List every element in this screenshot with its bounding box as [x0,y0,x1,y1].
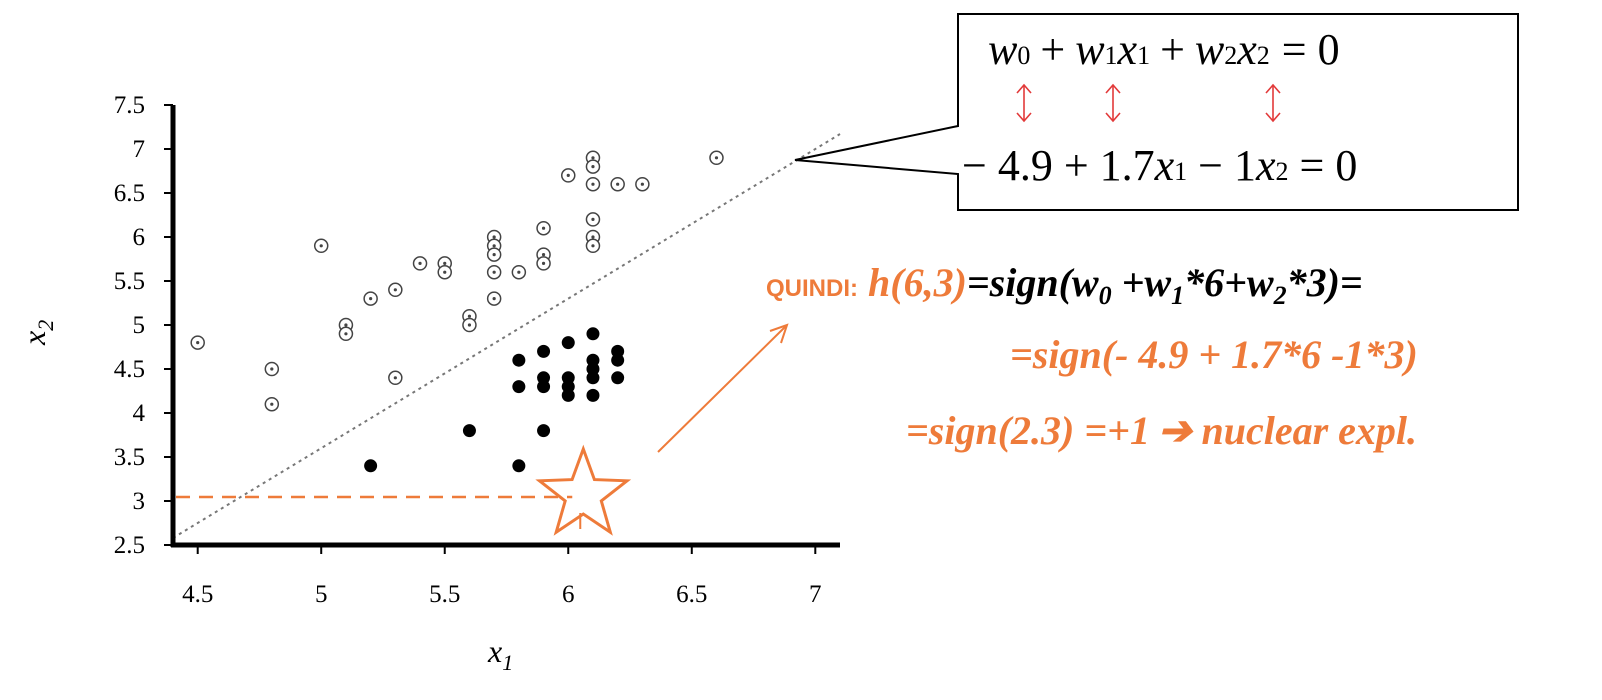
equation-row-values: − 4.9 + 1.7x1 − 1x2 = 0 [962,141,1357,190]
open-data-point-center [714,156,719,160]
x-axis-title: x1 [487,633,513,675]
x-tick-label: 7 [809,581,822,608]
open-data-point-center [196,341,200,345]
filled-data-point [611,353,625,367]
filled-data-point [512,353,526,367]
x-tick-label: 6.5 [676,581,707,608]
x-tick-label: 5 [315,581,328,608]
open-data-point-center [541,226,546,230]
y-tick-label: 5.5 [114,268,145,295]
open-data-point-center [443,270,447,274]
y-tick-label: 6 [133,224,146,251]
y-tick-label: 4.5 [114,356,145,383]
pointer-arrowhead [769,323,789,344]
y-tick-label: 6.5 [114,180,145,207]
filled-data-point [512,459,526,473]
filled-data-point [537,424,551,438]
filled-data-point [611,371,625,385]
filled-data-point [512,380,526,394]
y-tick-label: 3.5 [114,444,145,471]
y-tick-label: 7.5 [114,92,145,119]
computation-line-2: =sign(- 4.9 + 1.7*6 -1*3) [1010,332,1418,377]
open-data-point-center [566,173,570,177]
computation-line-3: =sign(2.3) =+1 ➔ nuclear expl. [906,408,1417,453]
equation-row-general: w0 + w1x1 + w2x2 = 0 [988,25,1340,74]
open-data-point-center [492,235,496,239]
open-data-point-center [591,165,595,169]
open-data-point-center [443,261,447,265]
open-data-point-center [270,367,274,371]
open-data-point-center [591,235,595,239]
x-tick-label: 6 [562,581,575,608]
open-data-point-center [369,297,373,301]
filled-data-point [537,380,551,394]
equation-callout-box [794,13,1519,211]
open-data-point-center [270,402,274,406]
open-data-point-center [344,323,348,327]
x-tick-label: 5.5 [429,581,460,608]
query-point-star [535,444,632,536]
open-data-point-center [591,244,595,248]
filled-data-point [586,388,600,402]
filled-data-point [364,459,378,473]
y-tick-label: 7 [133,136,146,163]
filled-data-point [537,344,551,358]
pointer-arrow [657,325,787,453]
x-tick-label: 4.5 [182,581,213,608]
filled-data-point [586,371,600,385]
filled-data-point [462,424,476,438]
open-data-point-center [467,323,472,327]
decision-boundary-line [172,133,841,539]
open-data-point-center [591,182,595,186]
correspondence-arrow-w2 [1265,83,1281,123]
x-ticks: 4.5 5 5.5 6 6.5 7 [182,545,822,608]
filled-data-point [561,336,575,350]
correspondence-arrow-w1 [1105,83,1121,123]
open-data-point-center [591,156,595,160]
open-data-point-center [541,253,546,257]
filled-data-point [561,388,575,402]
y-tick-label: 5 [133,312,146,339]
open-data-point-center [319,244,323,248]
data-points [190,150,724,473]
open-data-point-center [418,261,422,265]
y-tick-label: 4 [133,400,146,427]
open-data-point-center [616,182,620,186]
computation-line-1: QUINDI: h(6,3)=sign(w0 +w1*6+w2*3)= [766,260,1363,310]
open-data-point-center [467,314,472,318]
correspondence-arrow-w0 [1016,83,1032,123]
y-ticks: 2.5 3 3.5 4 4.5 5 5.5 6 6.5 7 7.5 [114,92,173,559]
open-data-point-center [492,253,496,257]
open-data-point-center [393,376,397,380]
open-data-point-center [393,288,397,292]
open-data-point-center [541,261,546,265]
filled-data-point [586,327,600,341]
open-data-point-center [492,297,496,301]
open-data-point-center [591,217,595,221]
open-data-point-center [640,182,644,186]
y-tick-label: 3 [133,488,146,515]
open-data-point-center [492,244,496,248]
open-data-point-center [517,270,521,274]
open-data-point-center [492,270,496,274]
open-data-point-center [344,332,348,336]
y-axis-title: x2 [16,320,58,346]
y-tick-label: 2.5 [114,532,145,559]
